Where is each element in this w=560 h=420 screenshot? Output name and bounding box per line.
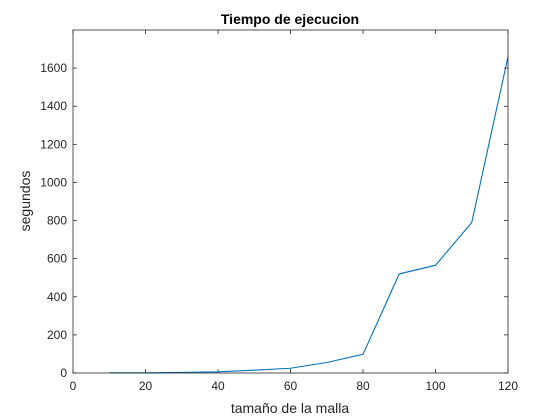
x-tick-label: 120: [498, 379, 518, 393]
x-tick-label: 80: [356, 379, 370, 393]
data-point: [362, 353, 364, 355]
data-point: [398, 273, 400, 275]
plot-frame: [72, 29, 509, 374]
data-point: [253, 369, 255, 371]
x-axis-label: tamaño de la malla: [231, 400, 350, 416]
y-tick-label: 1600: [40, 61, 67, 75]
y-tick-label: 1400: [40, 99, 67, 113]
y-tick-label: 800: [47, 214, 67, 228]
x-tick-label: 20: [139, 379, 153, 393]
y-axis-label: segundos: [17, 171, 33, 232]
y-tick-label: 600: [47, 252, 67, 266]
y-tick-label: 0: [60, 366, 67, 380]
x-tick-label: 0: [70, 379, 77, 393]
data-point: [326, 361, 328, 363]
x-tick-label: 40: [211, 379, 225, 393]
y-tick-label: 1000: [40, 175, 67, 189]
data-point: [471, 221, 473, 223]
chart-title: Tiempo de ejecucion: [221, 11, 359, 27]
y-tick-label: 1200: [40, 137, 67, 151]
x-tick-label: 100: [425, 379, 445, 393]
y-tick-label: 200: [47, 328, 67, 342]
x-tick-label: 60: [284, 379, 298, 393]
data-point: [434, 264, 436, 266]
y-tick-label: 400: [47, 290, 67, 304]
data-point: [289, 367, 291, 369]
plot-area: [73, 30, 508, 373]
series-line: [109, 56, 509, 374]
